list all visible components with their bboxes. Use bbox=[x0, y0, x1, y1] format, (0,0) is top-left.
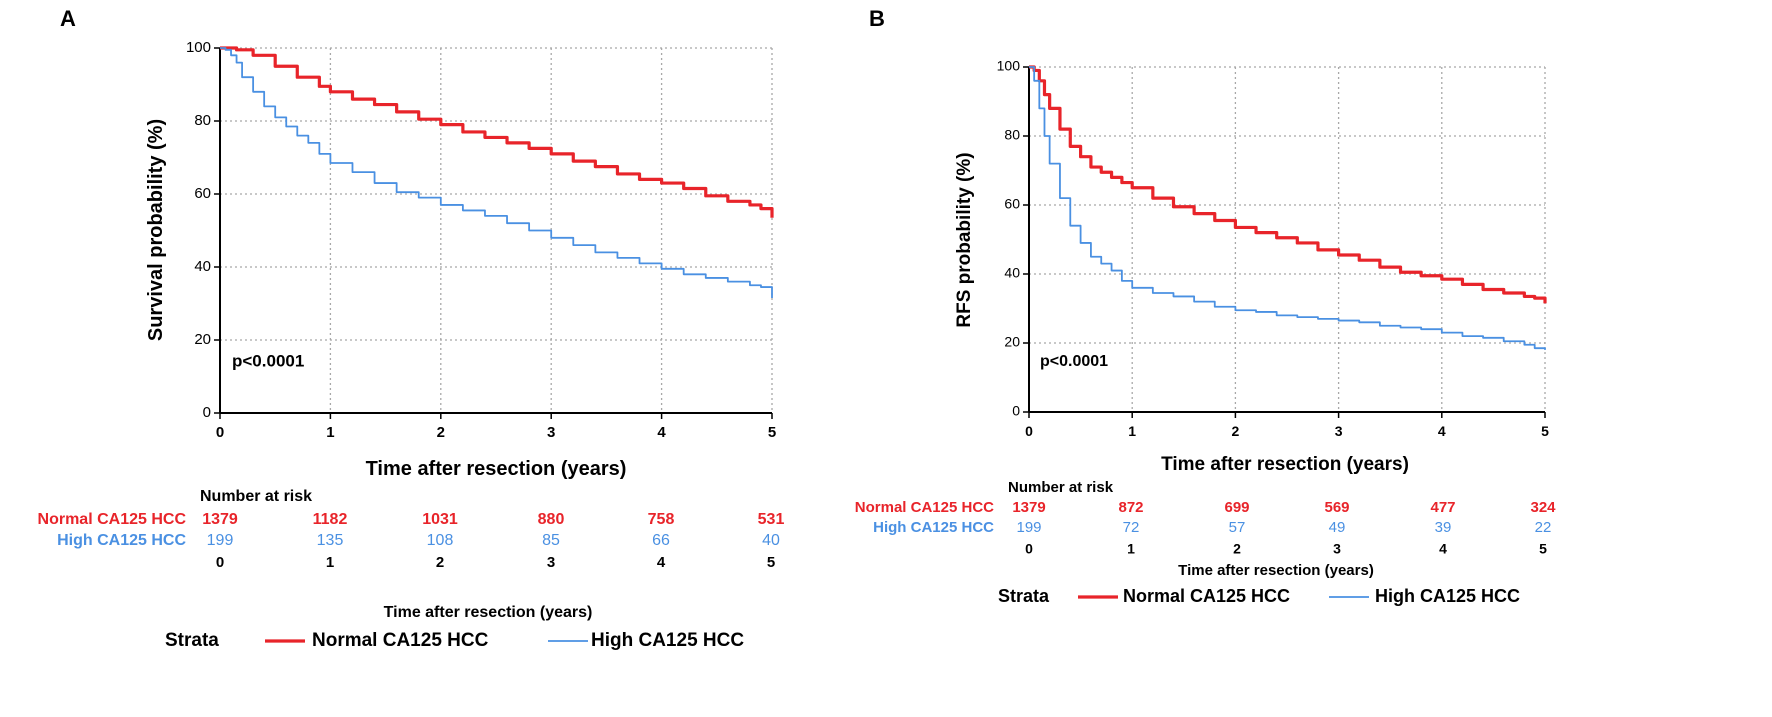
y-axis-title: Survival probability (%) bbox=[145, 119, 167, 341]
risk-table-cell: 1379 bbox=[202, 511, 238, 528]
x-axis-title: Time after resection (years) bbox=[366, 458, 627, 480]
x-tick-label: 0 bbox=[216, 424, 224, 441]
risk-row-label: High CA125 HCC bbox=[57, 532, 186, 549]
risk-x-tick-label: 5 bbox=[767, 554, 775, 571]
km-curve-high bbox=[220, 47, 773, 299]
y-tick-label: 0 bbox=[203, 404, 211, 421]
y-axis-title: RFS probability (%) bbox=[954, 152, 975, 327]
risk-x-tick-label: 3 bbox=[547, 554, 555, 571]
x-axis-title: Time after resection (years) bbox=[1161, 454, 1409, 475]
risk-x-tick-label: 1 bbox=[1127, 541, 1135, 557]
x-tick-label: 2 bbox=[1232, 423, 1240, 439]
risk-x-axis-title: Time after resection (years) bbox=[384, 604, 593, 621]
risk-table-cell: 531 bbox=[758, 511, 785, 528]
risk-table-cell: 1182 bbox=[313, 511, 348, 528]
legend-title: Strata bbox=[998, 586, 1050, 606]
x-tick-label: 4 bbox=[1438, 423, 1446, 439]
x-tick-label: 3 bbox=[547, 424, 555, 441]
risk-x-tick-label: 4 bbox=[1439, 541, 1447, 557]
y-tick-label: 20 bbox=[1004, 334, 1020, 350]
km-curve-normal bbox=[220, 46, 774, 218]
y-tick-label: 20 bbox=[194, 331, 211, 348]
risk-table-cell: 49 bbox=[1329, 519, 1346, 536]
risk-table-cell: 569 bbox=[1324, 499, 1349, 516]
legend-title: Strata bbox=[165, 630, 219, 651]
km-curve-normal bbox=[1029, 65, 1547, 304]
risk-table-cell: 39 bbox=[1435, 519, 1452, 536]
x-tick-label: 4 bbox=[657, 424, 666, 441]
x-tick-label: 3 bbox=[1335, 423, 1343, 439]
risk-table-cell: 72 bbox=[1123, 519, 1140, 536]
y-tick-label: 100 bbox=[997, 58, 1021, 74]
y-tick-label: 40 bbox=[1004, 265, 1020, 281]
risk-row-label: High CA125 HCC bbox=[873, 519, 994, 536]
risk-x-tick-label: 0 bbox=[1025, 541, 1033, 557]
risk-table-cell: 66 bbox=[652, 532, 670, 549]
risk-table-cell: 1031 bbox=[422, 511, 458, 528]
risk-table-cell: 57 bbox=[1229, 519, 1246, 536]
risk-table-cell: 880 bbox=[538, 511, 565, 528]
risk-x-tick-label: 2 bbox=[1233, 541, 1241, 557]
legend-item-label: Normal CA125 HCC bbox=[1123, 586, 1290, 606]
risk-table-cell: 477 bbox=[1430, 499, 1455, 516]
p-value-annotation: p<0.0001 bbox=[1040, 353, 1108, 370]
risk-table-cell: 40 bbox=[762, 532, 780, 549]
y-tick-label: 60 bbox=[194, 185, 211, 202]
risk-table-title: Number at risk bbox=[200, 488, 312, 505]
x-tick-label: 5 bbox=[1541, 423, 1549, 439]
risk-table-title: Number at risk bbox=[1008, 479, 1114, 496]
risk-x-tick-label: 1 bbox=[326, 554, 334, 571]
risk-table-cell: 108 bbox=[427, 532, 454, 549]
risk-table-cell: 324 bbox=[1530, 499, 1556, 516]
legend-item-label: High CA125 HCC bbox=[1375, 586, 1520, 606]
risk-table-cell: 22 bbox=[1535, 519, 1552, 536]
panel-label: A bbox=[60, 6, 76, 31]
y-tick-label: 80 bbox=[1004, 127, 1020, 143]
risk-table-cell: 758 bbox=[648, 511, 675, 528]
x-tick-label: 2 bbox=[437, 424, 445, 441]
risk-x-tick-label: 3 bbox=[1333, 541, 1341, 557]
legend-item-label: Normal CA125 HCC bbox=[312, 630, 489, 651]
panel-label: B bbox=[869, 6, 885, 31]
risk-x-tick-label: 4 bbox=[657, 554, 666, 571]
risk-table-cell: 699 bbox=[1224, 499, 1249, 516]
risk-table-cell: 199 bbox=[207, 532, 234, 549]
y-tick-label: 100 bbox=[186, 39, 211, 56]
risk-x-tick-label: 0 bbox=[216, 554, 224, 571]
x-tick-label: 1 bbox=[326, 424, 334, 441]
x-tick-label: 5 bbox=[768, 424, 776, 441]
risk-table-cell: 1379 bbox=[1012, 499, 1045, 516]
y-tick-label: 0 bbox=[1012, 403, 1020, 419]
risk-row-label: Normal CA125 HCC bbox=[855, 499, 994, 516]
risk-table-cell: 135 bbox=[317, 532, 344, 549]
x-tick-label: 0 bbox=[1025, 423, 1033, 439]
risk-table-cell: 199 bbox=[1016, 519, 1041, 536]
risk-x-tick-label: 2 bbox=[436, 554, 444, 571]
risk-row-label: Normal CA125 HCC bbox=[38, 511, 187, 528]
risk-x-axis-title: Time after resection (years) bbox=[1178, 562, 1374, 579]
legend-item-label: High CA125 HCC bbox=[591, 630, 744, 651]
y-tick-label: 80 bbox=[194, 112, 211, 129]
p-value-annotation: p<0.0001 bbox=[232, 351, 304, 370]
km-curve-high bbox=[1029, 66, 1546, 350]
y-tick-label: 60 bbox=[1004, 196, 1020, 212]
risk-table-cell: 85 bbox=[542, 532, 560, 549]
y-tick-label: 40 bbox=[194, 258, 211, 275]
x-tick-label: 1 bbox=[1128, 423, 1136, 439]
risk-x-tick-label: 5 bbox=[1539, 541, 1547, 557]
risk-table-cell: 872 bbox=[1118, 499, 1143, 516]
